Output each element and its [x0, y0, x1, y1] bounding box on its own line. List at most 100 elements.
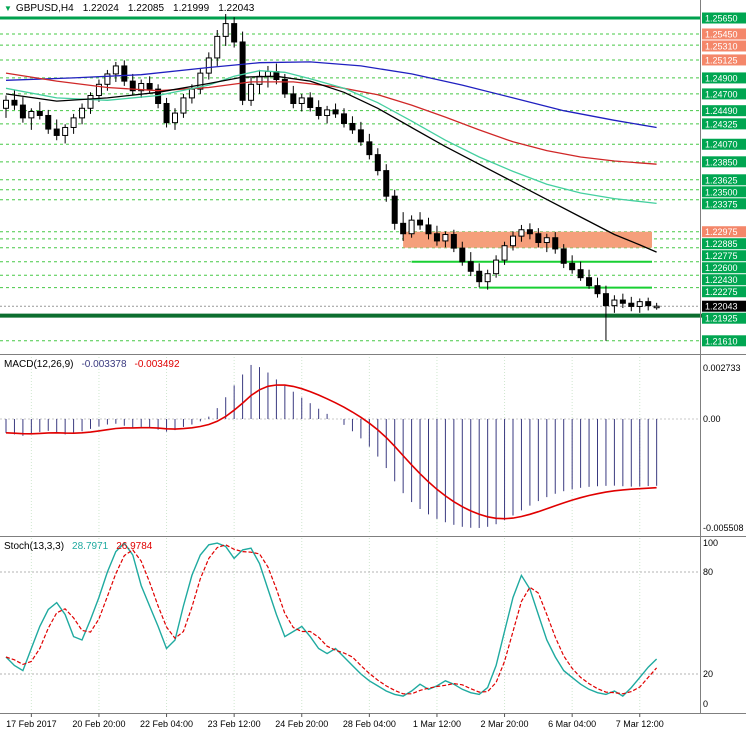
stoch-k-value: 28.7971 [72, 541, 109, 552]
candle-body [273, 71, 280, 81]
price-tag [702, 118, 746, 130]
candle-body [62, 126, 69, 136]
price-tag [702, 88, 746, 100]
price-tag [702, 54, 746, 66]
date-label: 7 Mar 12:00 [616, 719, 664, 729]
candle-body [467, 261, 474, 272]
candle-body [28, 110, 35, 119]
candle-body [129, 80, 136, 92]
symbol-timeframe-label: GBPUSD,H4 [15, 3, 74, 14]
price-tag-label: 1.22275 [705, 287, 738, 297]
candle-body [341, 113, 347, 124]
stoch-axis-100-label: 100 [703, 538, 718, 548]
price-tag-label: 1.22600 [705, 263, 738, 273]
candle-body [281, 79, 288, 95]
price-tag [702, 262, 746, 274]
price-tag-label: 1.25310 [705, 41, 738, 51]
candle-body [357, 129, 364, 143]
symbol-dropdown-icon[interactable]: ▼ [4, 4, 12, 13]
date-label: 1 Mar 12:00 [413, 719, 461, 729]
candle-body [450, 234, 457, 249]
candle-body [163, 102, 170, 124]
price-tag-label: 1.21925 [705, 314, 738, 324]
candle-body [138, 83, 145, 92]
price-tag [702, 198, 746, 210]
candle-body [628, 302, 635, 307]
candle-body [239, 41, 246, 101]
candle-body [459, 247, 466, 263]
candle-body [188, 88, 195, 99]
date-label: 23 Feb 12:00 [208, 719, 261, 729]
low-value: 1.21999 [173, 3, 210, 14]
price-tag-label: 1.24900 [705, 73, 738, 83]
price-tag-label: 1.22975 [705, 227, 738, 237]
price-tag-label: 1.21610 [705, 336, 738, 346]
candle-body [374, 154, 381, 172]
macd-header: MACD(12,26,9) -0.003378 -0.003492 [4, 359, 180, 370]
price-tag-label: 1.24490 [705, 106, 738, 116]
candle-body [594, 285, 601, 295]
stoch-indicator-label: Stoch(13,3,3) [4, 541, 65, 552]
candle-body [636, 301, 643, 307]
stoch-header: Stoch(13,3,3) 28.7971 26.9784 [4, 541, 152, 552]
price-tag [702, 138, 746, 150]
candle-body [87, 95, 94, 109]
macd-axis-min-label: -0.005508 [703, 523, 744, 533]
price-tag-label: 1.23850 [705, 157, 738, 167]
price-tag [702, 105, 746, 117]
candle-body [510, 235, 516, 247]
macd-signal-value: -0.003492 [134, 359, 180, 370]
candle-body [408, 219, 415, 235]
stoch-d-value: 26.9784 [116, 541, 153, 552]
price-tag [702, 12, 746, 24]
price-tag [702, 156, 746, 168]
candle-body [501, 245, 508, 261]
candle-body [383, 170, 390, 197]
resistance-zone-rect [403, 231, 652, 248]
candle-body [535, 233, 542, 244]
candle-body [53, 128, 60, 136]
candle-body [400, 222, 407, 235]
chart-header: ▼ GBPUSD,H4 1.22024 1.22085 1.21999 1.22043 [4, 3, 254, 14]
candle-body [315, 106, 322, 116]
candle-body [484, 273, 491, 283]
price-tag-label: 1.23375 [705, 199, 738, 209]
candle-body [264, 71, 271, 77]
price-tag-label: 1.23500 [705, 187, 738, 197]
candle-body [146, 83, 153, 90]
candle-body [214, 35, 221, 59]
candle-body [425, 224, 432, 235]
date-label: 20 Feb 20:00 [72, 719, 125, 729]
candle-body [552, 237, 559, 250]
candle-body [442, 234, 449, 242]
price-tag [702, 186, 746, 198]
level-lines [0, 16, 746, 318]
candle-body [180, 97, 187, 114]
ma-black [5, 75, 657, 253]
candle-body [526, 229, 533, 235]
ma-teal [5, 70, 657, 205]
date-label: 24 Feb 20:00 [275, 719, 328, 729]
date-label: 2 Mar 20:00 [481, 719, 529, 729]
candle-body [569, 262, 576, 271]
candle-body [324, 109, 331, 116]
price-tag-label: 1.25125 [705, 55, 738, 65]
close-value: 1.22043 [218, 3, 255, 14]
candle-body [619, 299, 626, 304]
price-tag [702, 238, 746, 250]
price-tag-label: 1.22430 [705, 275, 738, 285]
candle-body [79, 107, 86, 119]
stoch-axis-0-label: 0 [703, 699, 708, 709]
candle-body [248, 83, 255, 101]
candle-body [256, 75, 263, 85]
macd-indicator-label: MACD(12,26,9) [4, 359, 74, 370]
candle-body [332, 109, 339, 115]
candle-body [543, 237, 550, 244]
price-tag [702, 286, 746, 298]
candlesticks [3, 14, 660, 341]
candle-body [577, 269, 584, 279]
candle-body [307, 97, 314, 108]
candle-body [290, 93, 297, 104]
